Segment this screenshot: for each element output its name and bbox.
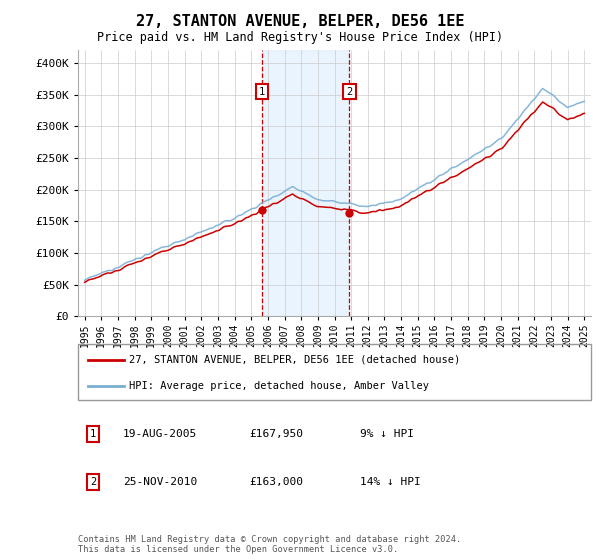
Text: 14% ↓ HPI: 14% ↓ HPI: [360, 477, 421, 487]
Text: 25-NOV-2010: 25-NOV-2010: [123, 477, 197, 487]
Text: 27, STANTON AVENUE, BELPER, DE56 1EE: 27, STANTON AVENUE, BELPER, DE56 1EE: [136, 14, 464, 29]
Text: 1: 1: [90, 429, 96, 439]
Text: 27, STANTON AVENUE, BELPER, DE56 1EE (detached house): 27, STANTON AVENUE, BELPER, DE56 1EE (de…: [130, 354, 461, 365]
Text: 2: 2: [90, 477, 96, 487]
Bar: [262, 50, 349, 316]
Text: Contains HM Land Registry data © Crown copyright and database right 2024.
This d: Contains HM Land Registry data © Crown c…: [78, 535, 461, 554]
Text: HPI: Average price, detached house, Amber Valley: HPI: Average price, detached house, Ambe…: [130, 381, 430, 391]
Text: £167,950: £167,950: [249, 429, 303, 439]
Text: Price paid vs. HM Land Registry's House Price Index (HPI): Price paid vs. HM Land Registry's House …: [97, 31, 503, 44]
Text: 9% ↓ HPI: 9% ↓ HPI: [360, 429, 414, 439]
Text: 19-AUG-2005: 19-AUG-2005: [123, 429, 197, 439]
Text: 1: 1: [259, 87, 265, 96]
Text: 2: 2: [346, 87, 353, 96]
Text: £163,000: £163,000: [249, 477, 303, 487]
